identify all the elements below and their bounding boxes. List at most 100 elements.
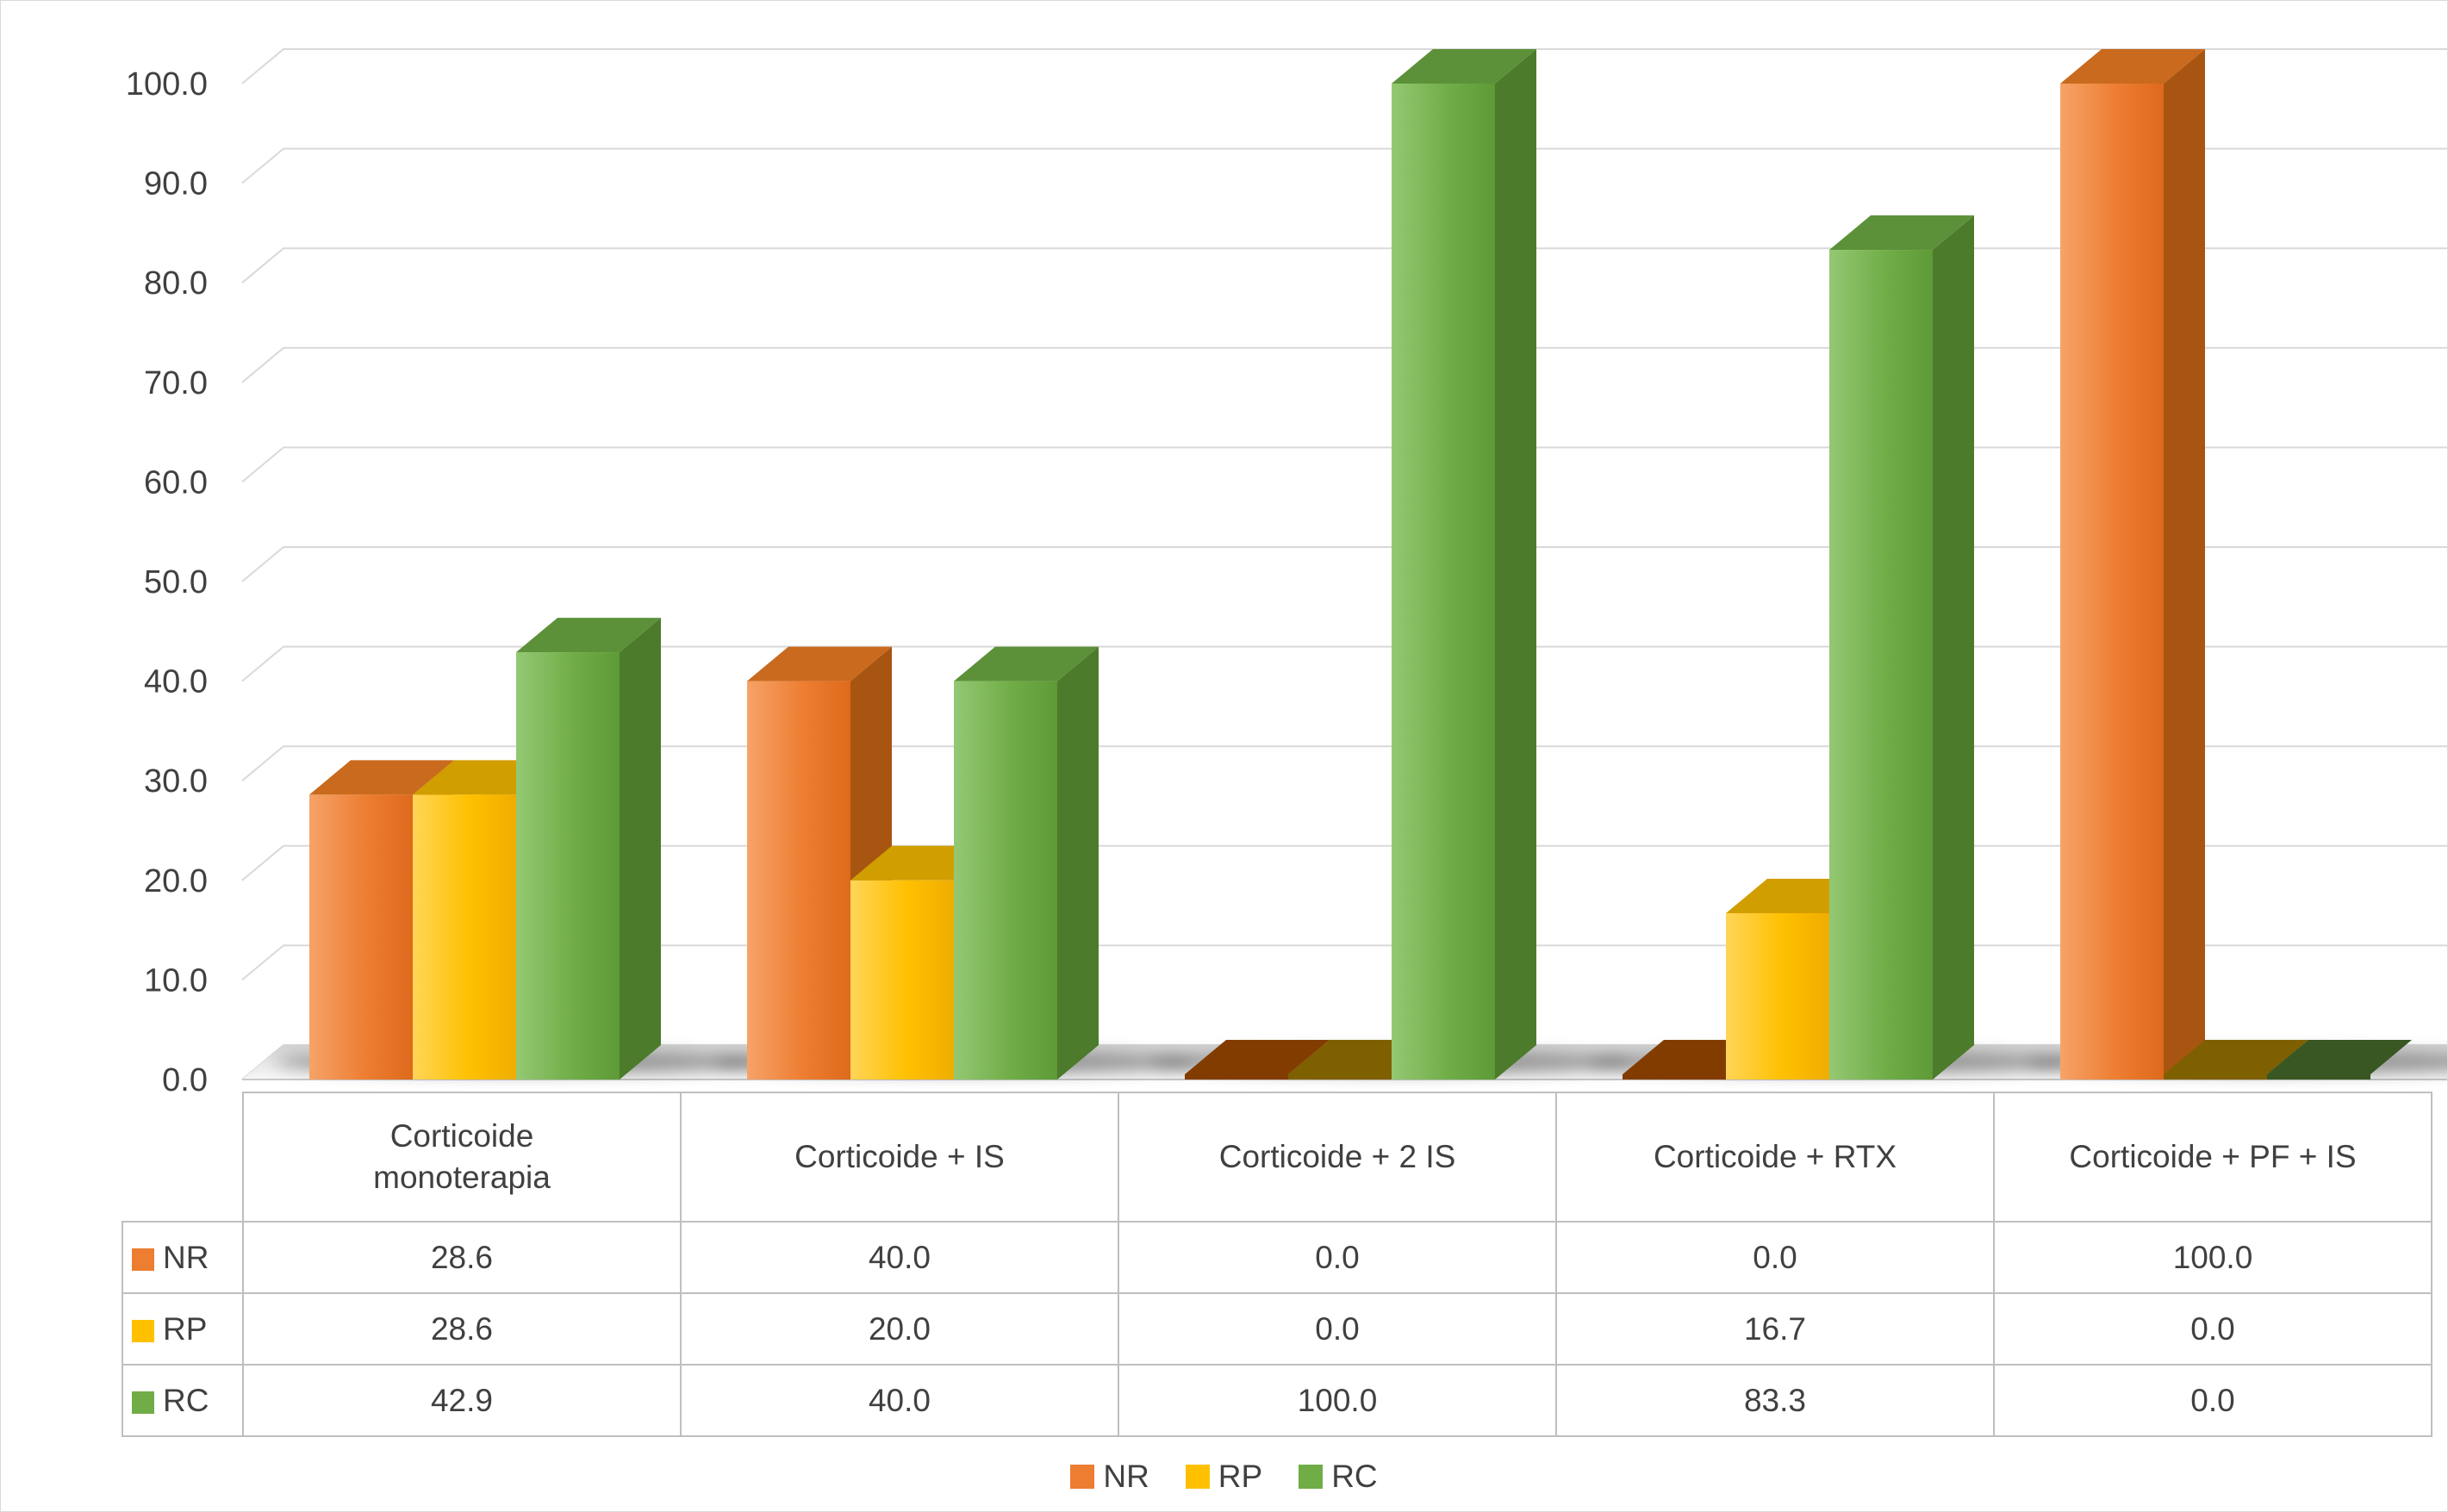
bar-side-face: [2164, 49, 2205, 1080]
table-value-RP-cat1: 20.0: [680, 1292, 1119, 1366]
bar-top-face: [309, 760, 454, 795]
table-value-NR-cat0: 28.6: [242, 1221, 682, 1294]
bar-zero-front: [2164, 1074, 2267, 1080]
y-tick-label-100.0: 100.0: [126, 66, 208, 103]
legend-swatch-icon: [1070, 1465, 1095, 1489]
bar-front-face: [747, 681, 850, 1080]
category-header-4: Corticoide + PF + IS: [1993, 1092, 2432, 1223]
y-tick-label-30.0: 30.0: [144, 763, 208, 800]
gridline-60: [241, 446, 2447, 483]
bar-side-face: [1057, 646, 1099, 1080]
rp-swatch-icon: [132, 1319, 154, 1342]
bar-RC-cat0: [516, 618, 661, 1080]
series-name-text: RC: [163, 1382, 209, 1418]
category-header-0: Corticoide monoterapia: [242, 1092, 682, 1223]
table-header-row: Corticoide monoterapia Corticoide + IS Cor…: [122, 1092, 2432, 1223]
table-row-RC: RC 42.9 40.0 100.0 83.3 0.0: [121, 1364, 2432, 1437]
legend-entry-RC: RC: [1299, 1459, 1378, 1495]
bar-front-face: [1726, 912, 1829, 1080]
bar-front-face: [516, 652, 620, 1080]
chart-canvas: 0.0 10.0 20.0 30.0 40.0 50.0 60.0 70.0 80.0 90.0 1…: [126, 48, 2447, 1092]
table-value-RP-cat2: 0.0: [1118, 1292, 1557, 1366]
rc-swatch-icon: [132, 1391, 154, 1414]
bar-NR-cat2: [1185, 1040, 1330, 1080]
table-value-NR-cat3: 0.0: [1555, 1221, 1995, 1294]
table-value-RC-cat0: 42.9: [242, 1364, 682, 1437]
table-value-RC-cat1: 40.0: [680, 1364, 1119, 1437]
table-value-RC-cat4: 0.0: [1993, 1364, 2432, 1437]
bar-front-face: [2060, 84, 2164, 1080]
legend-label: NR: [1103, 1459, 1149, 1494]
bar-RC-cat1: [954, 646, 1099, 1080]
bar-top-face: [747, 646, 892, 681]
legend-swatch-icon: [1185, 1465, 1210, 1489]
legend-swatch-icon: [1299, 1465, 1324, 1489]
table-row-NR: NR 28.6 40.0 0.0 0.0 100.0: [121, 1221, 2432, 1294]
bar-zero-front: [2267, 1074, 2370, 1080]
table-corner: [122, 1092, 243, 1222]
bar-zero-top: [1185, 1040, 1330, 1074]
table-value-RC-cat2: 100.0: [1118, 1364, 1557, 1437]
gridline-50: [241, 546, 2447, 582]
table-value-NR-cat4: 100.0: [1993, 1221, 2432, 1294]
table-value-RP-cat3: 16.7: [1555, 1292, 1995, 1366]
series-label-NR: NR: [121, 1221, 244, 1294]
series-label-RP: RP: [121, 1292, 244, 1366]
table-value-RC-cat3: 83.3: [1555, 1364, 1995, 1437]
table-value-NR-cat1: 40.0: [680, 1221, 1119, 1294]
gridline-90: [241, 147, 2447, 184]
bar-zero-front: [1185, 1074, 1288, 1080]
bar-top-face: [954, 646, 1099, 681]
bar-top-face: [1392, 49, 1536, 84]
bar-zero-top: [2164, 1040, 2308, 1074]
gridline-30: [241, 745, 2447, 781]
bar-zero-front: [1623, 1074, 1726, 1080]
bar-front-face: [309, 794, 413, 1080]
bar-RC-cat3: [1829, 215, 1974, 1080]
y-tick-label-60.0: 60.0: [144, 464, 208, 501]
gridline-70: [241, 346, 2447, 383]
table-row-RP: RP 28.6 20.0 0.0 16.7 0.0: [121, 1292, 2432, 1366]
bar-side-face: [620, 618, 661, 1080]
table-value-RP-cat0: 28.6: [242, 1292, 682, 1366]
y-tick-label-70.0: 70.0: [144, 365, 208, 401]
y-tick-label-10.0: 10.0: [144, 962, 208, 999]
y-tick-label-90.0: 90.0: [144, 166, 208, 202]
bar-RC-cat2: [1392, 49, 1536, 1080]
category-header-1: Corticoide + IS: [680, 1092, 1119, 1223]
category-header-3: Corticoide + RTX: [1555, 1092, 1995, 1223]
series-label-RC: RC: [121, 1364, 244, 1437]
bar-front-face: [954, 681, 1057, 1080]
y-tick-label-80.0: 80.0: [144, 265, 208, 302]
bar-top-face: [2060, 49, 2205, 84]
legend-entry-NR: NR: [1070, 1459, 1149, 1495]
y-tick-label-40.0: 40.0: [144, 664, 208, 700]
y-tick-label-50.0: 50.0: [144, 564, 208, 600]
gridline-80: [241, 247, 2447, 283]
bar-top-face: [1829, 215, 1974, 251]
chart-legend: NR RP RC: [1, 1459, 2447, 1495]
table-value-NR-cat2: 0.0: [1118, 1221, 1557, 1294]
bar-RP-cat4: [2164, 1040, 2308, 1080]
legend-label: RC: [1331, 1459, 1378, 1494]
bar-front-face: [1392, 84, 1495, 1080]
data-table: Corticoide monoterapia Corticoide + IS Cor…: [121, 1092, 2432, 1437]
gridline-100: [241, 48, 2447, 84]
bar-front-face: [850, 880, 954, 1080]
bar-front-face: [1829, 250, 1933, 1080]
gridline-20: [241, 844, 2447, 881]
bar-zero-front: [1288, 1074, 1392, 1080]
bar-side-face: [1495, 49, 1536, 1080]
gridline-40: [241, 645, 2447, 682]
category-header-2: Corticoide + 2 IS: [1118, 1092, 1557, 1223]
table-value-RP-cat4: 0.0: [1993, 1292, 2432, 1366]
bar-NR-cat4: [2060, 49, 2205, 1080]
y-tick-label-20.0: 20.0: [144, 863, 208, 899]
bar-side-face: [1933, 215, 1974, 1080]
bar-top-face: [516, 618, 661, 653]
series-name-text: NR: [163, 1239, 209, 1275]
bar-RC-cat4: [2267, 1040, 2412, 1080]
y-tick-label-0.0: 0.0: [162, 1062, 208, 1092]
bar-zero-top: [2267, 1040, 2412, 1074]
